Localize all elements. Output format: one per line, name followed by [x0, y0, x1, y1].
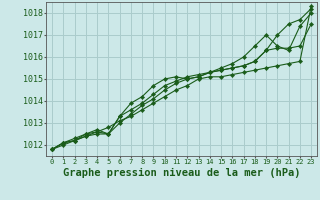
X-axis label: Graphe pression niveau de la mer (hPa): Graphe pression niveau de la mer (hPa) — [63, 168, 300, 178]
